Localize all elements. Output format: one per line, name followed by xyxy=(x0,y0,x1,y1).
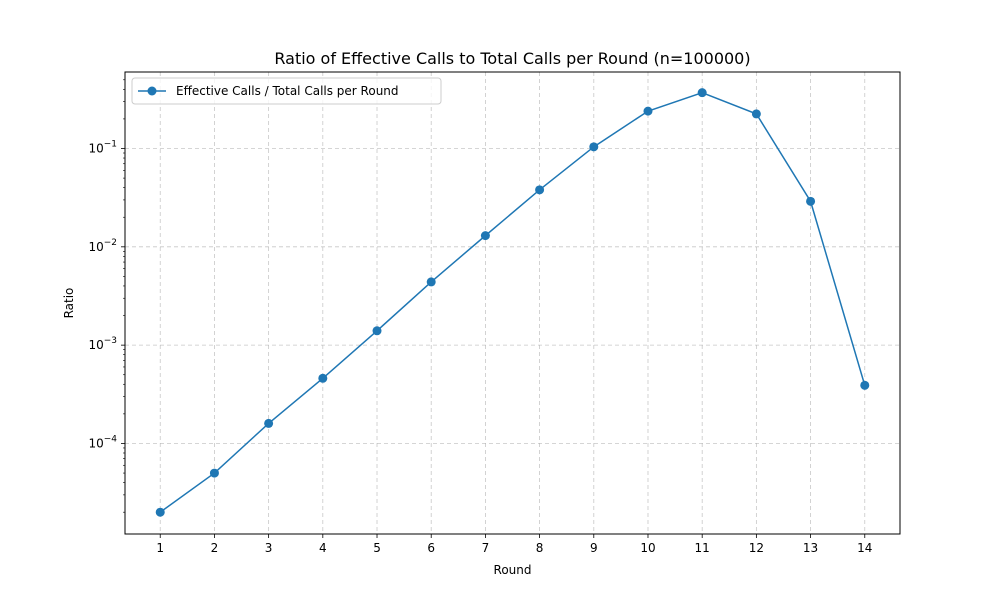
chart-title: Ratio of Effective Calls to Total Calls … xyxy=(274,49,750,68)
x-tick-label: 10 xyxy=(640,541,655,555)
x-tick-label: 13 xyxy=(803,541,818,555)
data-point xyxy=(209,468,219,478)
x-tick-label: 9 xyxy=(590,541,598,555)
x-tick-label: 2 xyxy=(211,541,219,555)
data-point xyxy=(372,326,382,336)
x-tick-label: 6 xyxy=(427,541,435,555)
x-tick-label: 8 xyxy=(536,541,544,555)
data-point xyxy=(426,277,436,287)
x-tick-label: 7 xyxy=(482,541,490,555)
data-point xyxy=(535,185,545,195)
data-point xyxy=(860,380,870,390)
y-axis-label: Ratio xyxy=(62,288,76,319)
legend-marker-swatch xyxy=(147,86,157,96)
legend: Effective Calls / Total Calls per Round xyxy=(131,77,442,105)
data-point xyxy=(697,88,707,98)
data-point xyxy=(155,507,165,517)
data-point xyxy=(589,142,599,152)
data-point xyxy=(480,231,490,241)
x-tick-label: 11 xyxy=(695,541,710,555)
series-line xyxy=(159,91,866,513)
data-point xyxy=(264,418,274,428)
x-tick-label: 5 xyxy=(373,541,381,555)
data-point xyxy=(806,196,816,206)
data-point xyxy=(751,109,761,119)
axes-frame xyxy=(124,71,901,535)
x-tick-label: 4 xyxy=(319,541,327,555)
x-tick-label: 3 xyxy=(265,541,273,555)
x-axis-ticks: 1 2 3 4 5 6 7 8 9 10 11 12 13 14 xyxy=(156,534,872,555)
x-axis-label: Round xyxy=(494,563,532,577)
data-point xyxy=(643,106,653,116)
x-tick-label: 12 xyxy=(749,541,764,555)
x-tick-label: 14 xyxy=(857,541,872,555)
legend-label: Effective Calls / Total Calls per Round xyxy=(176,84,399,98)
data-point xyxy=(318,373,328,383)
x-tick-label: 1 xyxy=(156,541,164,555)
legend-box xyxy=(131,77,442,105)
series-layer xyxy=(155,88,870,517)
